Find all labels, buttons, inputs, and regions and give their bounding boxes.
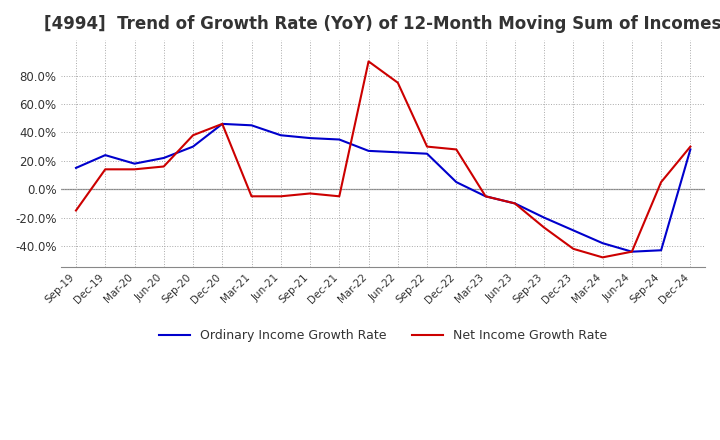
Net Income Growth Rate — [598, 255, 607, 260]
Title: [4994]  Trend of Growth Rate (YoY) of 12-Month Moving Sum of Incomes: [4994] Trend of Growth Rate (YoY) of 12-… — [45, 15, 720, 33]
Net Income Growth Rate — [394, 80, 402, 85]
Line: Net Income Growth Rate: Net Income Growth Rate — [76, 62, 690, 257]
Net Income Growth Rate — [452, 147, 461, 152]
Ordinary Income Growth Rate — [72, 165, 81, 171]
Ordinary Income Growth Rate — [628, 249, 636, 254]
Net Income Growth Rate — [159, 164, 168, 169]
Ordinary Income Growth Rate — [423, 151, 431, 156]
Net Income Growth Rate — [101, 167, 109, 172]
Ordinary Income Growth Rate — [189, 144, 197, 149]
Net Income Growth Rate — [72, 208, 81, 213]
Legend: Ordinary Income Growth Rate, Net Income Growth Rate: Ordinary Income Growth Rate, Net Income … — [154, 324, 612, 348]
Net Income Growth Rate — [686, 144, 695, 149]
Net Income Growth Rate — [657, 180, 665, 185]
Ordinary Income Growth Rate — [247, 123, 256, 128]
Net Income Growth Rate — [423, 144, 431, 149]
Net Income Growth Rate — [247, 194, 256, 199]
Ordinary Income Growth Rate — [598, 241, 607, 246]
Ordinary Income Growth Rate — [452, 180, 461, 185]
Ordinary Income Growth Rate — [101, 153, 109, 158]
Ordinary Income Growth Rate — [218, 121, 227, 127]
Net Income Growth Rate — [364, 59, 373, 64]
Net Income Growth Rate — [189, 132, 197, 138]
Ordinary Income Growth Rate — [686, 147, 695, 152]
Net Income Growth Rate — [130, 167, 139, 172]
Net Income Growth Rate — [540, 225, 549, 230]
Net Income Growth Rate — [276, 194, 285, 199]
Ordinary Income Growth Rate — [481, 194, 490, 199]
Ordinary Income Growth Rate — [276, 132, 285, 138]
Ordinary Income Growth Rate — [364, 148, 373, 154]
Ordinary Income Growth Rate — [306, 136, 315, 141]
Ordinary Income Growth Rate — [394, 150, 402, 155]
Ordinary Income Growth Rate — [569, 228, 577, 233]
Net Income Growth Rate — [218, 121, 227, 127]
Ordinary Income Growth Rate — [159, 155, 168, 161]
Net Income Growth Rate — [569, 246, 577, 252]
Ordinary Income Growth Rate — [657, 248, 665, 253]
Net Income Growth Rate — [306, 191, 315, 196]
Ordinary Income Growth Rate — [510, 201, 519, 206]
Net Income Growth Rate — [510, 201, 519, 206]
Net Income Growth Rate — [628, 249, 636, 254]
Net Income Growth Rate — [481, 194, 490, 199]
Ordinary Income Growth Rate — [540, 215, 549, 220]
Net Income Growth Rate — [335, 194, 343, 199]
Line: Ordinary Income Growth Rate: Ordinary Income Growth Rate — [76, 124, 690, 252]
Ordinary Income Growth Rate — [335, 137, 343, 142]
Ordinary Income Growth Rate — [130, 161, 139, 166]
